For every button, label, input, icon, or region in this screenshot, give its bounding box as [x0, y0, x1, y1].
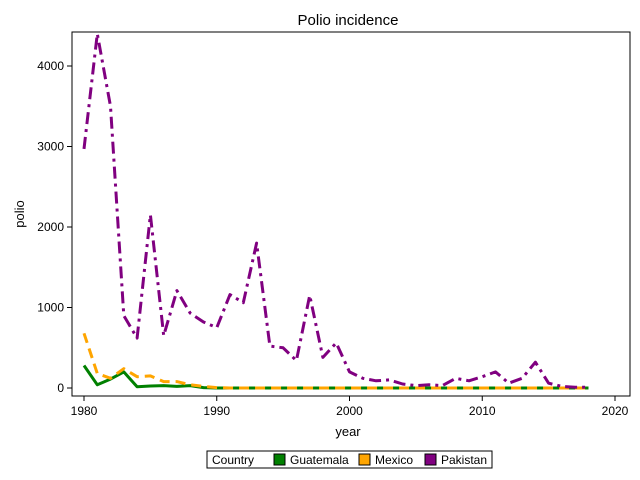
y-tick-label: 0	[57, 381, 64, 395]
x-axis: 1980 1990 2000 2010 2020	[71, 396, 629, 418]
y-axis-title: polio	[12, 200, 27, 227]
x-axis-title: year	[335, 424, 361, 439]
x-tick-label: 1980	[71, 404, 98, 418]
legend-title: Country	[212, 453, 254, 467]
legend-label-guatemala: Guatemala	[290, 453, 349, 467]
x-tick-label: 2020	[602, 404, 629, 418]
legend: Country Guatemala Mexico Pakistan	[207, 451, 492, 468]
chart-title: Polio incidence	[298, 12, 399, 29]
y-tick-label: 3000	[37, 140, 64, 154]
y-tick-label: 2000	[37, 220, 64, 234]
legend-swatch-mexico	[359, 454, 370, 465]
x-tick-label: 2010	[469, 404, 496, 418]
legend-label-pakistan: Pakistan	[441, 453, 487, 467]
legend-swatch-pakistan	[425, 454, 436, 465]
legend-swatch-guatemala	[274, 454, 285, 465]
x-tick-label: 2000	[336, 404, 363, 418]
y-tick-label: 4000	[37, 59, 64, 73]
x-tick-label: 1990	[203, 404, 230, 418]
y-axis: 0 1000 2000 3000 4000	[37, 59, 72, 395]
plot-area	[72, 32, 630, 396]
y-tick-label: 1000	[37, 301, 64, 315]
legend-label-mexico: Mexico	[375, 453, 413, 467]
